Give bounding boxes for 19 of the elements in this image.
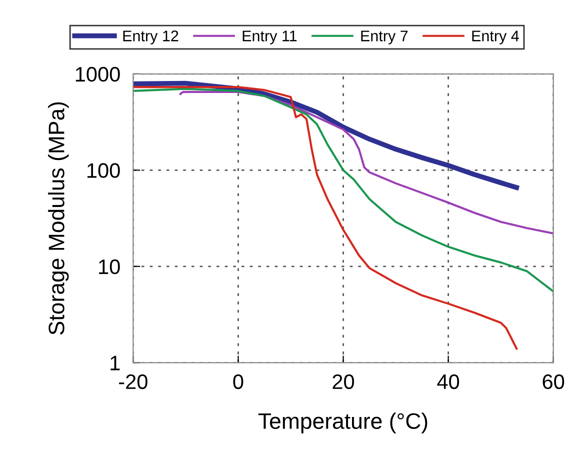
x-tick-label: 40: [437, 374, 460, 390]
x-tick-label: 60: [542, 374, 564, 390]
line-series: [133, 80, 519, 190]
line-series: [133, 86, 518, 350]
y-tick-label: 10: [99, 259, 120, 274]
legend-label: Entry 12: [123, 30, 178, 44]
x-tick-label: 0: [233, 374, 244, 390]
legend-label: Entry 11: [242, 30, 297, 44]
x-tick-label: -20: [119, 374, 148, 390]
y-tick-label: 1000: [76, 66, 120, 82]
y-axis-title: Storage Modulus (MPa): [48, 102, 69, 335]
x-tick-label: 20: [332, 374, 354, 390]
x-axis-title: Temperature (°C): [258, 412, 428, 434]
line-series: [133, 88, 554, 292]
line-series: [179, 90, 554, 235]
y-tick-label: 100: [88, 163, 120, 178]
legend-label: Entry 4: [472, 30, 519, 44]
y-tick-label: 1: [110, 356, 120, 370]
legend-label: Entry 7: [361, 30, 408, 44]
